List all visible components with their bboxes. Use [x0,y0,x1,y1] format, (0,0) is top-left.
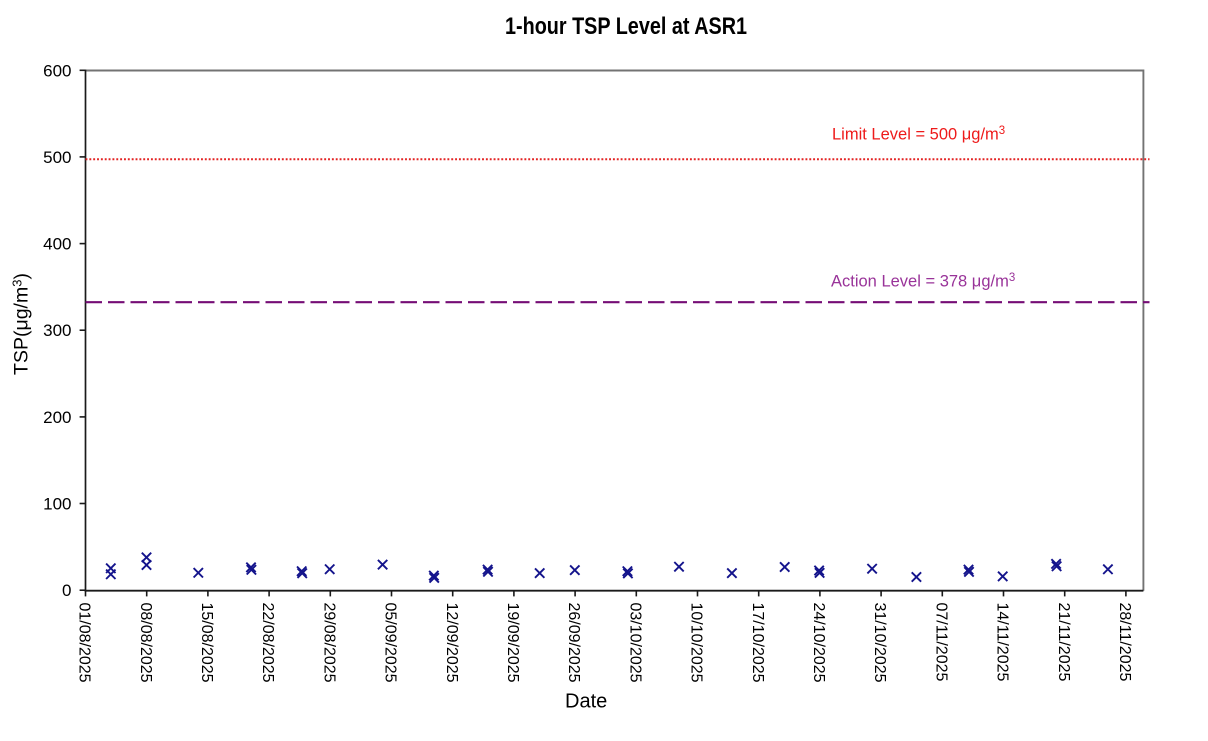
svg-text:05/09/2025: 05/09/2025 [382,603,399,683]
svg-text:400: 400 [43,235,71,254]
svg-text:300: 300 [43,321,71,340]
svg-text:12/09/2025: 12/09/2025 [443,603,460,683]
svg-text:31/10/2025: 31/10/2025 [871,603,888,683]
svg-text:Limit Level = 500 μg/m3: Limit Level = 500 μg/m3 [832,125,1005,144]
svg-text:600: 600 [43,61,71,80]
svg-text:19/09/2025: 19/09/2025 [504,603,521,683]
svg-text:500: 500 [43,148,71,167]
svg-text:Date: Date [565,691,607,713]
svg-text:28/11/2025: 28/11/2025 [1116,603,1133,682]
svg-text:200: 200 [43,408,71,427]
svg-text:100: 100 [43,495,71,514]
svg-text:01/08/2025: 01/08/2025 [76,603,93,683]
svg-text:0: 0 [62,581,71,600]
svg-text:24/10/2025: 24/10/2025 [810,603,827,683]
svg-text:22/08/2025: 22/08/2025 [259,603,276,683]
svg-text:1-hour TSP Level at ASR1: 1-hour TSP Level at ASR1 [505,13,747,40]
svg-text:10/10/2025: 10/10/2025 [688,603,705,683]
svg-text:07/11/2025: 07/11/2025 [932,603,949,682]
svg-text:21/11/2025: 21/11/2025 [1055,603,1072,682]
svg-text:26/09/2025: 26/09/2025 [565,603,582,683]
svg-text:08/08/2025: 08/08/2025 [137,603,154,683]
svg-text:17/10/2025: 17/10/2025 [749,603,766,683]
svg-text:03/10/2025: 03/10/2025 [626,603,643,683]
svg-text:14/11/2025: 14/11/2025 [994,603,1011,682]
svg-text:TSP(μg/m3): TSP(μg/m3) [10,273,33,375]
svg-text:Action Level = 378 μg/m3: Action Level = 378 μg/m3 [831,272,1015,291]
svg-text:15/08/2025: 15/08/2025 [198,603,215,683]
svg-text:29/08/2025: 29/08/2025 [320,603,337,683]
